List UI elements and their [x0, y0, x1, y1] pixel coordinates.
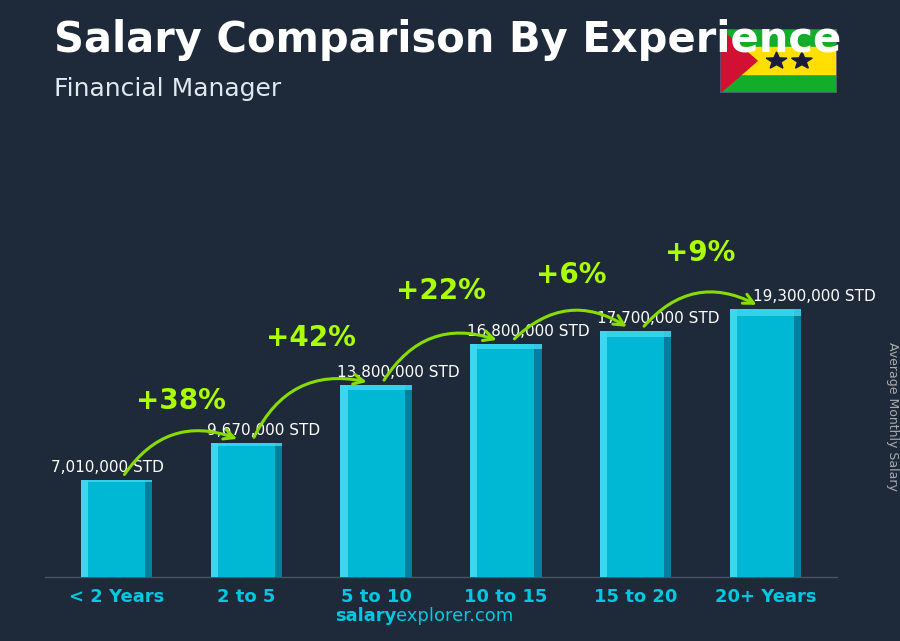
Bar: [794, 309, 801, 577]
Polygon shape: [720, 29, 757, 93]
Text: 9,670,000 STD: 9,670,000 STD: [207, 422, 320, 438]
Text: 16,800,000 STD: 16,800,000 STD: [467, 324, 590, 338]
Text: Salary Comparison By Experience: Salary Comparison By Experience: [54, 19, 842, 62]
Bar: [730, 309, 801, 315]
Bar: [470, 344, 477, 577]
Text: +9%: +9%: [665, 239, 736, 267]
Bar: [340, 385, 412, 577]
Bar: [274, 442, 282, 577]
Text: explorer.com: explorer.com: [396, 607, 513, 625]
Bar: [730, 309, 801, 577]
Bar: [600, 331, 671, 577]
Bar: [81, 479, 88, 577]
Text: Average Monthly Salary: Average Monthly Salary: [886, 342, 899, 491]
Text: +6%: +6%: [536, 262, 606, 290]
Bar: [730, 309, 737, 577]
Text: 7,010,000 STD: 7,010,000 STD: [51, 460, 165, 475]
Text: +38%: +38%: [137, 387, 226, 415]
Bar: [535, 344, 542, 577]
Text: 17,700,000 STD: 17,700,000 STD: [597, 312, 719, 326]
Text: 13,800,000 STD: 13,800,000 STD: [338, 365, 460, 380]
Text: +42%: +42%: [266, 324, 356, 352]
Bar: [211, 442, 282, 577]
Bar: [211, 442, 218, 577]
Text: salary: salary: [335, 607, 396, 625]
Bar: [600, 331, 608, 577]
Text: +22%: +22%: [396, 277, 486, 304]
Bar: [720, 47, 837, 74]
Bar: [81, 479, 152, 577]
Polygon shape: [791, 52, 813, 68]
Bar: [340, 385, 347, 577]
Bar: [145, 479, 152, 577]
Bar: [340, 385, 412, 390]
Bar: [211, 442, 282, 446]
Text: 19,300,000 STD: 19,300,000 STD: [752, 289, 876, 304]
Bar: [81, 479, 152, 482]
Bar: [405, 385, 412, 577]
Bar: [664, 331, 671, 577]
Polygon shape: [766, 52, 787, 68]
Bar: [470, 344, 542, 577]
Bar: [600, 331, 671, 337]
Bar: [470, 344, 542, 349]
Text: Financial Manager: Financial Manager: [54, 77, 281, 101]
